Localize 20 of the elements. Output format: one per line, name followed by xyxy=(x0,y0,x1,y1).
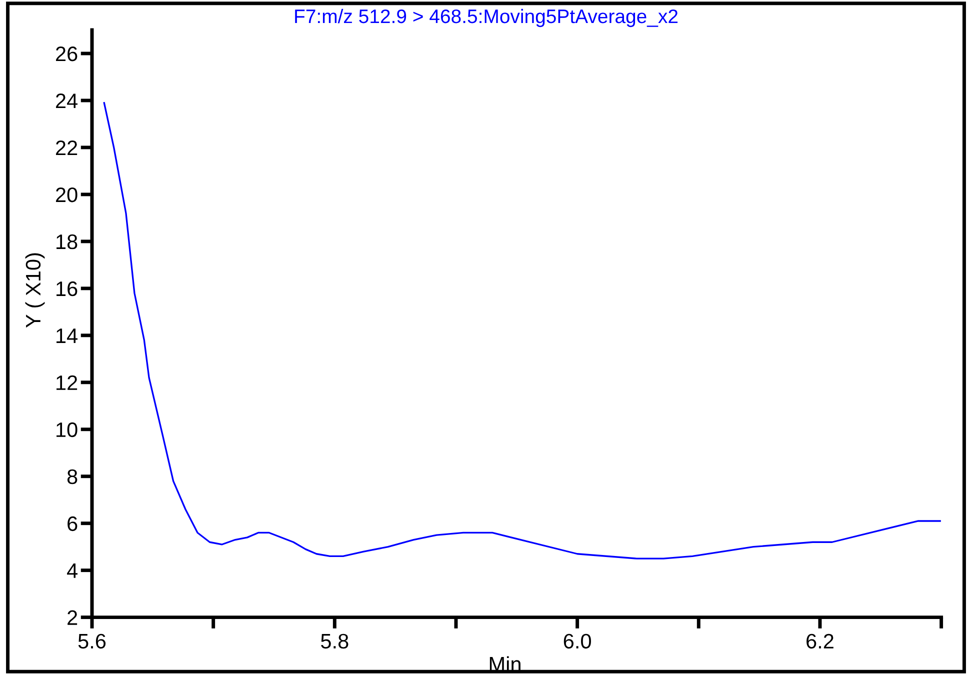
x-tick-label: 5.6 xyxy=(78,634,106,649)
y-tick-label: 2 xyxy=(68,610,78,625)
y-axis-title: Y ( X10) xyxy=(25,253,45,328)
y-tick-label: 16 xyxy=(56,281,78,296)
y-tick-label: 10 xyxy=(56,422,78,438)
y-tick-label: 22 xyxy=(56,140,78,156)
y-tick-label: 6 xyxy=(68,516,78,532)
y-tick-label: 26 xyxy=(56,46,78,62)
y-tick-label: 4 xyxy=(67,564,78,578)
y-tick-label: 24 xyxy=(56,93,78,108)
y-tick-label: 8 xyxy=(67,469,78,484)
x-tick-label: 5.8 xyxy=(321,634,348,649)
y-tick-label: 12 xyxy=(56,375,78,390)
x-tick-label: 6.2 xyxy=(806,634,834,649)
x-tick-label: 6.0 xyxy=(564,634,591,649)
y-tick-label: 14 xyxy=(56,328,78,343)
line-series xyxy=(103,102,941,560)
y-tick-label: 20 xyxy=(56,187,78,202)
y-tick-label: 18 xyxy=(56,234,78,250)
chart-title: F7:m/z 512.9 > 468.5:Moving5PtAverage_x2 xyxy=(295,8,678,28)
